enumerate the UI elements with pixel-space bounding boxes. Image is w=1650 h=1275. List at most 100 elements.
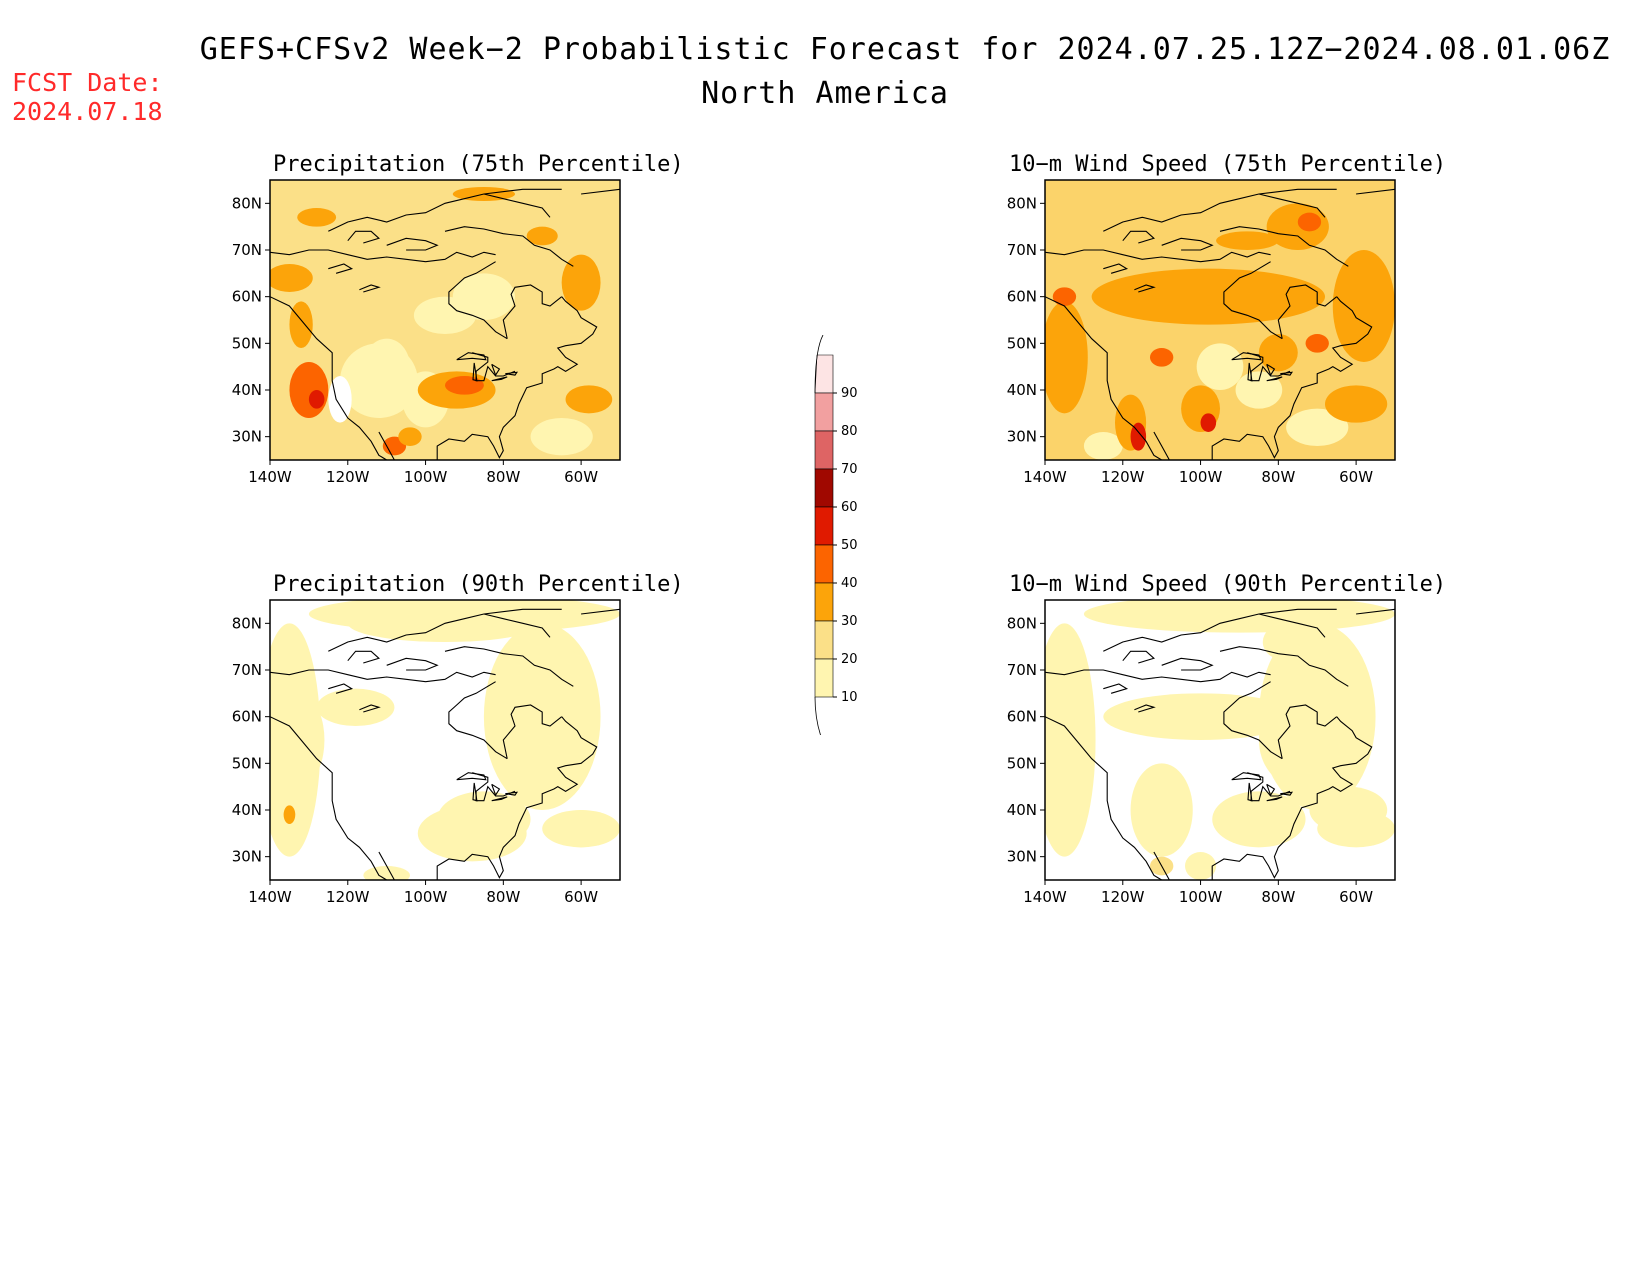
coastline [444, 646, 574, 687]
coastline [436, 716, 598, 880]
shading-region [550, 810, 613, 848]
colorbar-swatch [814, 430, 834, 470]
lon-tick-label: 80W [486, 888, 520, 906]
coastline [1045, 669, 1271, 683]
colorbar-swatch [814, 354, 834, 394]
lon-tick-label: 80W [1261, 888, 1295, 906]
shading-region [1216, 231, 1279, 250]
coastline [328, 188, 562, 232]
coastline [444, 226, 574, 267]
colorbar-swatch [814, 658, 834, 698]
coastline [1258, 613, 1326, 638]
shading-region [1258, 693, 1337, 787]
lon-tick-label: 60W [564, 468, 598, 486]
shading-region [1262, 623, 1310, 661]
colorbar-swatch [814, 468, 834, 508]
shading-region [316, 688, 395, 726]
lon-tick-label: 100W [404, 888, 448, 906]
coastline [378, 431, 395, 460]
coastline [270, 669, 496, 683]
lake-outline [1103, 683, 1129, 694]
colorbar-label: 70 [841, 462, 858, 477]
map-frame [269, 599, 621, 881]
lon-tick-label: 100W [1179, 468, 1223, 486]
lat-tick-label: 40N [1007, 801, 1037, 819]
shading-region [413, 296, 477, 334]
lon-tick-label: 100W [1179, 888, 1223, 906]
map-panel-wind-75: 10−m Wind Speed (75th Percentile) 140W 12… [975, 140, 1446, 520]
lake-outline [491, 783, 501, 797]
colorbar-swatch [814, 620, 834, 660]
lat-tick-label: 50N [1007, 754, 1037, 772]
lake-outline [1134, 284, 1156, 293]
shading-region [1083, 432, 1123, 460]
coastline [1258, 193, 1326, 218]
coastline [1356, 188, 1395, 195]
lake-outline [1247, 362, 1253, 382]
shading-region [1235, 371, 1283, 409]
coastline-layer [270, 188, 620, 460]
shading-region [445, 376, 484, 395]
coastline [1122, 650, 1155, 664]
shading-region [1196, 343, 1244, 390]
lake-outline [456, 352, 487, 361]
lon-tick-label: 80W [1261, 468, 1295, 486]
coastline [1223, 261, 1283, 340]
shading-region [1048, 754, 1080, 829]
shading-region [270, 264, 313, 292]
coastline [1153, 851, 1170, 880]
coastline [1161, 657, 1214, 671]
shading-region [1103, 693, 1298, 740]
coastline [1211, 716, 1373, 880]
lake-outline [505, 791, 519, 796]
lake-outline [1266, 783, 1276, 797]
coastline [1247, 352, 1291, 382]
shading-region [1212, 791, 1306, 848]
map-panel-precip-90: Precipitation (90th Percentile) 140W 120W… [200, 560, 684, 940]
lat-tick-label: 30N [232, 848, 262, 866]
lake-outline [472, 362, 478, 382]
lat-tick-label: 60N [232, 288, 262, 306]
lat-tick-label: 50N [1007, 334, 1037, 352]
panel-title: Precipitation (75th Percentile) [273, 152, 684, 177]
colorbar-cap-bottom [814, 696, 821, 735]
lon-tick-label: 80W [486, 468, 520, 486]
lon-tick-label: 140W [248, 888, 292, 906]
lake-outline [491, 363, 501, 377]
lake-outline [1266, 796, 1283, 802]
shading-region [289, 301, 313, 348]
lake-outline [1103, 263, 1129, 274]
shading-layer [1045, 600, 1395, 880]
colorbar-label: 90 [841, 386, 858, 401]
coastline [1219, 646, 1349, 687]
lat-tick-label: 60N [1007, 288, 1037, 306]
map-frame [269, 179, 621, 461]
lat-tick-label: 50N [232, 334, 262, 352]
coastline [1223, 681, 1283, 760]
lat-tick-label: 40N [232, 801, 262, 819]
colorbar-swatch [814, 506, 834, 546]
shading-region [1332, 250, 1395, 362]
lat-tick-label: 70N [1007, 661, 1037, 679]
lat-tick-label: 40N [1007, 381, 1037, 399]
coastline [386, 237, 439, 251]
map-panel-wind-90: 10−m Wind Speed (90th Percentile) 140W 12… [975, 560, 1446, 940]
coastline [1045, 296, 1162, 460]
fcst-date-value: 2024.07.18 [12, 97, 163, 126]
panel-title: 10−m Wind Speed (90th Percentile) [1009, 572, 1447, 597]
coastline [347, 230, 380, 244]
coastline-layer [1045, 188, 1395, 460]
shading-region [1305, 334, 1329, 353]
coastline [1356, 608, 1395, 615]
coastline [448, 681, 508, 760]
shading-region [1083, 600, 1395, 633]
coastline [386, 657, 439, 671]
shading-region [1325, 385, 1388, 423]
coastline [502, 704, 563, 759]
colorbar-swatch [814, 392, 834, 432]
lake-outline [472, 782, 478, 802]
lake-outline [359, 704, 381, 713]
coastline [1247, 772, 1291, 802]
shading-region [1052, 287, 1077, 306]
lon-tick-label: 100W [404, 468, 448, 486]
